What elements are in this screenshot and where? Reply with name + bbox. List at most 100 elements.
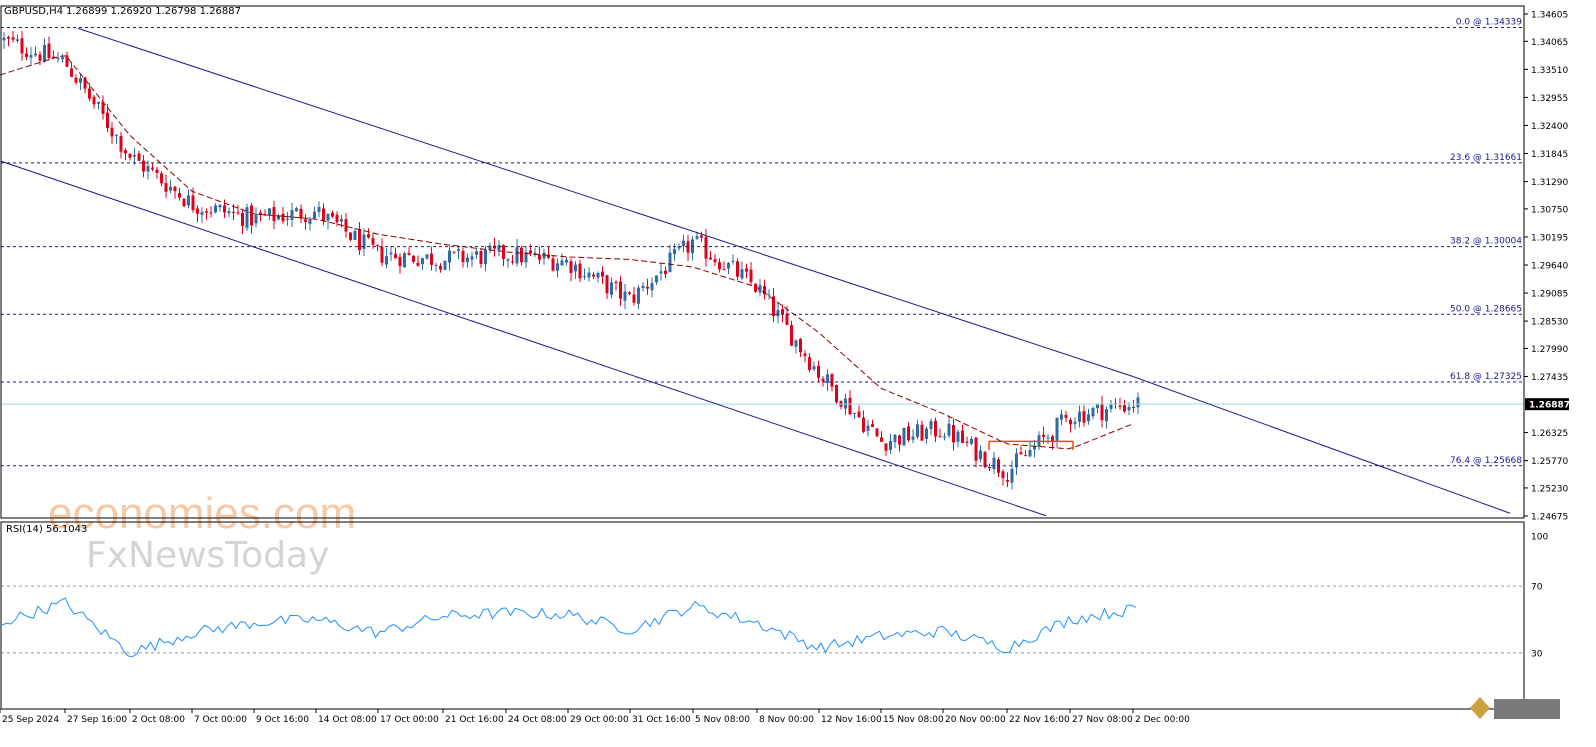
candle-body: [506, 259, 510, 261]
candle: [907, 422, 910, 442]
candle: [421, 257, 424, 271]
candle-body: [709, 257, 712, 260]
candle-body: [646, 286, 649, 289]
candle: [1033, 439, 1036, 458]
candle: [56, 51, 60, 63]
candle-body: [970, 438, 973, 444]
candle: [119, 131, 123, 159]
candle-body: [740, 269, 744, 279]
candle-body: [1100, 403, 1104, 421]
candle-body: [1055, 417, 1059, 441]
candle: [1087, 408, 1090, 425]
candle-body: [884, 443, 888, 451]
candle: [794, 339, 798, 354]
candle: [101, 95, 105, 120]
candle: [52, 50, 55, 59]
candle-body: [304, 219, 307, 222]
candle-body: [1010, 469, 1014, 483]
candle-body: [412, 255, 415, 262]
candle-body: [889, 440, 892, 450]
candle: [745, 263, 748, 279]
candle-body: [1033, 446, 1036, 450]
sinosound-logo-plate: [1494, 699, 1560, 719]
candle-body: [461, 250, 465, 263]
candle-body: [1042, 434, 1045, 438]
candle-body: [430, 253, 433, 265]
rsi-axis-label: 30: [1531, 649, 1543, 659]
candle: [439, 263, 442, 273]
candle-body: [695, 236, 699, 239]
candle: [434, 262, 438, 272]
candle: [155, 166, 159, 179]
candle-body: [938, 435, 942, 437]
candle-body: [803, 353, 807, 357]
candle: [506, 258, 510, 268]
candle-body: [398, 256, 402, 267]
candle: [578, 259, 582, 283]
candle: [916, 419, 919, 440]
candle: [502, 244, 505, 267]
candle-body: [866, 425, 870, 431]
candle: [646, 278, 649, 295]
candle: [817, 360, 820, 382]
candle: [142, 155, 145, 178]
candle: [236, 204, 240, 215]
candle-body: [547, 254, 550, 258]
time-axis-label: 2 Oct 08:00: [132, 715, 185, 725]
candle: [812, 361, 816, 371]
price-axis-label: 1.24675: [1531, 513, 1568, 523]
candle-body: [299, 208, 303, 219]
price-axis-label: 1.25230: [1531, 484, 1568, 494]
price-axis-label: 1.33510: [1531, 66, 1568, 76]
candle: [614, 280, 618, 291]
candle: [205, 208, 208, 220]
candle: [353, 228, 357, 240]
candle: [259, 209, 262, 222]
candle: [763, 279, 766, 300]
candle: [628, 291, 631, 296]
time-axis-label: 12 Nov 16:00: [821, 715, 882, 725]
candle-body: [731, 260, 735, 262]
candle-body: [754, 283, 757, 292]
candle-body: [1060, 414, 1063, 420]
time-axis-label: 21 Oct 16:00: [445, 715, 504, 725]
candle: [173, 185, 177, 199]
price-axis-label: 1.29085: [1531, 290, 1568, 300]
candle: [875, 428, 879, 438]
time-axis-label: 22 Nov 16:00: [1009, 715, 1070, 725]
candle: [1019, 445, 1023, 455]
candle-body: [974, 437, 978, 461]
candle-body: [65, 55, 69, 67]
candle: [511, 254, 514, 265]
candle-body: [115, 134, 118, 136]
candle: [700, 231, 703, 242]
candle: [641, 282, 645, 292]
candle-body: [83, 77, 87, 89]
candle-body: [173, 186, 177, 192]
candle-body: [182, 198, 186, 207]
candle: [1136, 392, 1140, 415]
candle-body: [425, 254, 429, 259]
candle: [407, 247, 411, 256]
candle-body: [749, 269, 753, 283]
watermark-economies: economies.com: [48, 489, 356, 538]
candle: [295, 206, 298, 212]
candle: [682, 234, 685, 253]
watermark-fxnewstoday: FxNewsToday: [86, 535, 329, 576]
candle: [263, 209, 267, 217]
candle-body: [983, 452, 987, 468]
current-price-tag: [1525, 398, 1569, 411]
candle: [187, 189, 190, 209]
candle-body: [736, 261, 739, 277]
candle: [209, 206, 213, 218]
candle: [61, 53, 64, 63]
fib-level-label: 50.0 @ 1.28665: [1450, 304, 1522, 314]
candle-body: [128, 153, 132, 158]
candle: [677, 243, 681, 251]
candle-body: [1123, 405, 1126, 412]
candle-body: [812, 366, 816, 370]
candle-body: [326, 213, 330, 221]
chart-header-symbol: GBPUSD,H4: [4, 6, 63, 17]
candle-body: [763, 286, 766, 295]
